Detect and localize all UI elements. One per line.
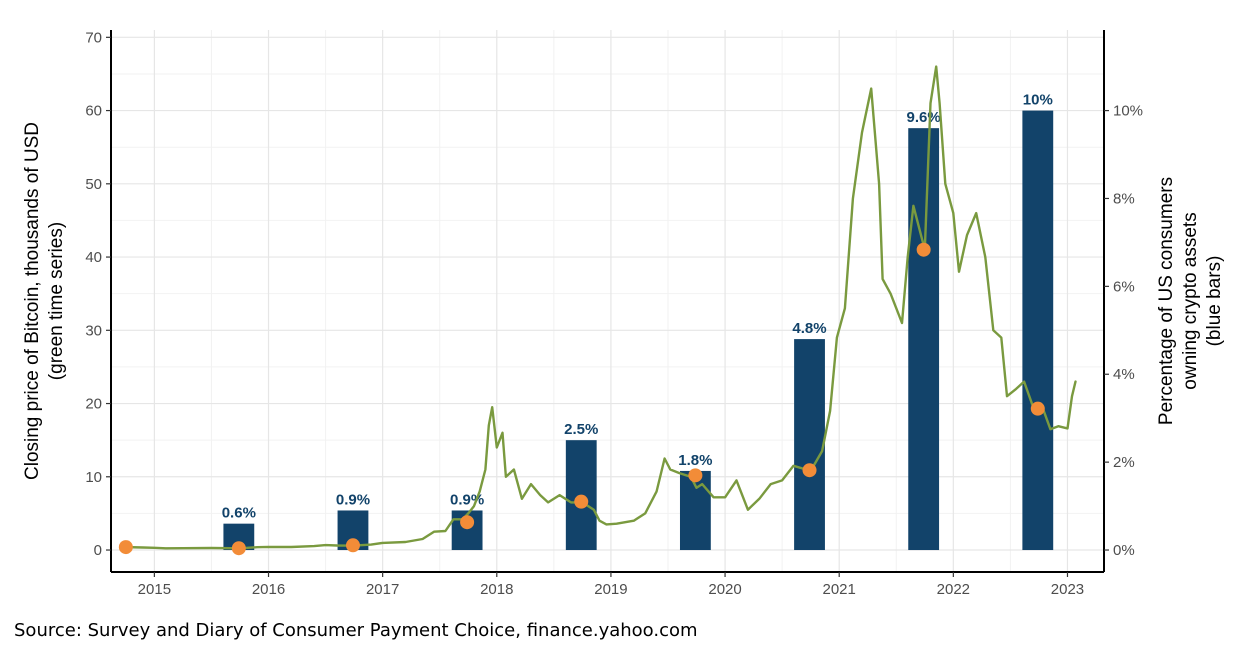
x-tick-label: 2022 xyxy=(937,581,970,598)
left-tick-label: 70 xyxy=(85,29,102,46)
left-tick-label: 50 xyxy=(85,176,102,193)
axis-titles: Closing price of Bitcoin, thousands of U… xyxy=(22,122,1225,480)
bars xyxy=(223,110,1054,551)
price-line xyxy=(124,65,1077,550)
price-dot xyxy=(1030,401,1045,416)
price-dot xyxy=(802,463,817,478)
x-tick-label: 2016 xyxy=(252,581,285,598)
axes xyxy=(110,30,1105,573)
bar-labels: 0.6%0.9% 0.9%2.5%1.8%4.8%9.6%10% xyxy=(222,92,1053,522)
right-axis-title: owning crypto assets xyxy=(1180,212,1201,389)
x-tick-label: 2018 xyxy=(480,581,513,598)
bar xyxy=(1022,110,1054,551)
right-axis-title: Percentage of US consumers xyxy=(1156,177,1177,425)
right-tick-label: 8% xyxy=(1113,190,1135,207)
x-tick-label: 2021 xyxy=(823,581,856,598)
left-tick-label: 20 xyxy=(85,396,102,413)
bar-label: 10% xyxy=(1023,92,1053,109)
x-tick-label: 2019 xyxy=(594,581,627,598)
bar xyxy=(794,339,825,551)
price-dot xyxy=(688,468,703,483)
left-tick-label: 60 xyxy=(85,103,102,120)
bar xyxy=(679,470,711,551)
source-note: Source: Survey and Diary of Consumer Pay… xyxy=(14,620,698,641)
left-axis-title: Closing price of Bitcoin, thousands of U… xyxy=(22,122,43,480)
bar-label: 0.9% xyxy=(336,491,370,508)
price-dot xyxy=(460,515,475,530)
gridlines xyxy=(111,30,1104,572)
right-tick-label: 6% xyxy=(1113,278,1135,295)
price-dots xyxy=(118,242,1045,556)
x-tick-label: 2017 xyxy=(366,581,399,598)
left-axis-title: (green time series) xyxy=(46,222,67,380)
right-tick-label: 2% xyxy=(1113,454,1135,471)
bar xyxy=(908,128,940,551)
bar-label: 2.5% xyxy=(564,421,598,438)
left-tick-label: 0 xyxy=(94,542,102,559)
x-axis-ticks: 2015 2016 2017 2018 2019 2020 2021 2022 2023 xyxy=(138,572,1084,598)
x-tick-label: 2020 xyxy=(708,581,741,598)
bar-label: 4.8% xyxy=(792,320,826,337)
right-tick-label: 0% xyxy=(1113,542,1135,559)
right-axis-ticks: 0% 2% 4% 6% 8% 10% xyxy=(1104,103,1143,559)
x-tick-label: 2023 xyxy=(1051,581,1084,598)
right-tick-label: 10% xyxy=(1113,103,1143,120)
price-dot xyxy=(118,540,133,555)
bar-label: 0.6% xyxy=(222,505,256,522)
price-dot xyxy=(345,538,360,553)
price-dot xyxy=(574,494,589,509)
bar-label: 1.8% xyxy=(678,452,712,469)
left-tick-label: 30 xyxy=(85,322,102,339)
bar-label: 9.6% xyxy=(907,109,941,126)
price-dot xyxy=(231,541,246,556)
left-tick-label: 10 xyxy=(85,469,102,486)
price-dot xyxy=(916,242,931,257)
right-tick-label: 4% xyxy=(1113,366,1135,383)
right-axis-title: (blue bars) xyxy=(1204,256,1225,347)
price-series-line xyxy=(124,65,1077,550)
left-tick-label: 40 xyxy=(85,249,102,266)
left-axis-ticks: 0 10 20 30 40 50 60 70 xyxy=(85,29,111,559)
x-tick-label: 2015 xyxy=(138,581,171,598)
